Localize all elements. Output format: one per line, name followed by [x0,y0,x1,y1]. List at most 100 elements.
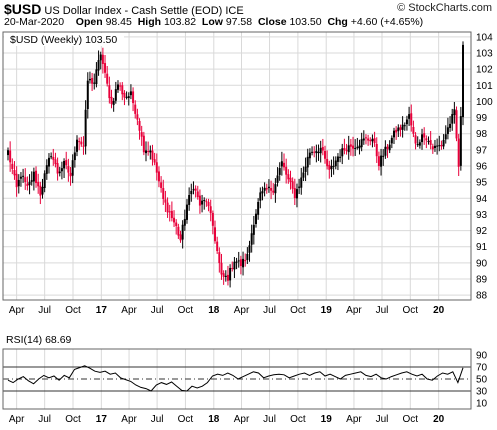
close-value: 103.50 [289,16,322,28]
candle [222,270,225,285]
candle-body [246,253,249,260]
candle [101,47,104,74]
candle-body [315,150,318,154]
rsi-legend: RSI(14) 68.69 [3,333,93,346]
price-y-tick-label: 96 [476,162,488,173]
change-label: Chg [327,16,348,28]
candle-body [412,126,415,134]
candle-body [106,73,109,84]
candle-body [341,148,344,157]
rsi-x-axis-labels: Apr Jul Oct 17 Apr Jul Oct 18 Apr Jul Oct 19 Apr Jul O… [9,414,445,425]
candle-body [86,80,89,109]
candle-body [455,110,458,139]
candle [352,136,355,157]
candle-body [28,181,31,185]
candle-body [222,273,225,277]
rsi-legend-text: RSI(14) 68.69 [6,334,72,346]
candle [254,209,257,228]
price-x-tick-label: Oct [178,305,194,316]
candle-body [88,78,91,81]
price-y-tick-label: 98 [476,129,488,140]
candle [295,183,298,208]
candle-body [101,54,104,65]
candle-body [453,109,456,116]
candle-body [80,141,83,145]
candle-body [274,184,277,194]
price-legend-background [4,33,124,46]
candle-body [140,132,143,137]
candle-body [330,165,333,170]
candle [321,138,324,156]
candle-body [47,157,50,167]
candle-body [369,139,372,142]
candle-body [300,177,303,188]
candle-body [220,262,223,275]
candle [304,157,307,182]
candle-body [108,85,111,99]
candle [367,134,370,146]
candle-body [196,191,199,198]
candle-body [121,85,124,95]
candle [416,136,419,147]
candle-body [403,125,406,127]
candle [207,198,210,212]
candle [356,137,359,150]
candle-body [313,151,316,153]
candle-body [311,151,314,153]
rsi-x-tick-label: 17 [96,414,108,425]
candle [88,71,91,84]
candle [440,140,443,150]
candle [257,198,260,220]
candle [134,100,137,119]
candle-body [384,146,387,156]
candle-body [164,199,167,203]
candle-body [179,234,182,241]
candle-body [397,127,400,132]
candle-body [24,177,27,183]
candle-body [95,69,98,85]
candle-body [377,156,380,167]
candle [71,154,74,184]
price-x-tick-label: Apr [234,305,250,316]
candle-body [127,96,130,99]
candle [453,101,456,124]
candle-body [280,161,283,167]
candle-body [270,188,273,191]
candle [362,130,365,145]
candle-body [336,156,339,162]
header-title-row: $USD US Dollar Index - Cash Settle (EOD)… [4,1,244,17]
candle [423,127,426,145]
candle [47,153,50,174]
rsi-x-tick-label: 18 [208,414,220,425]
price-axis-labels: 88 89 90 91 92 93 94 95 96 97 98 99 100 101 102 103 104 [476,32,493,301]
price-y-tick-label: 102 [476,65,493,76]
candle [39,181,42,205]
price-x-tick-label: Jul [38,305,51,316]
candle [168,204,171,222]
candle [224,270,227,282]
candle [349,138,352,156]
candle [54,152,57,168]
candle [347,135,350,160]
candle-body [360,139,363,148]
candle [397,124,400,138]
exchange-label: ICE [225,5,244,17]
candle [433,139,436,152]
price-x-tick-label: Jul [376,305,389,316]
candle [201,194,204,213]
candle [108,76,111,104]
price-panel-border [2,31,472,301]
candle-body [250,233,253,245]
candle [311,146,314,156]
price-x-tick-label: Apr [346,305,362,316]
candle [153,152,156,166]
candle [209,199,212,222]
candle [246,247,249,264]
candle [63,158,66,179]
candle-body [145,150,148,154]
price-y-tick-label: 99 [476,113,488,124]
candle-body [82,145,85,147]
candle [317,144,320,161]
candle-body [37,181,40,187]
candle-body [185,204,188,220]
